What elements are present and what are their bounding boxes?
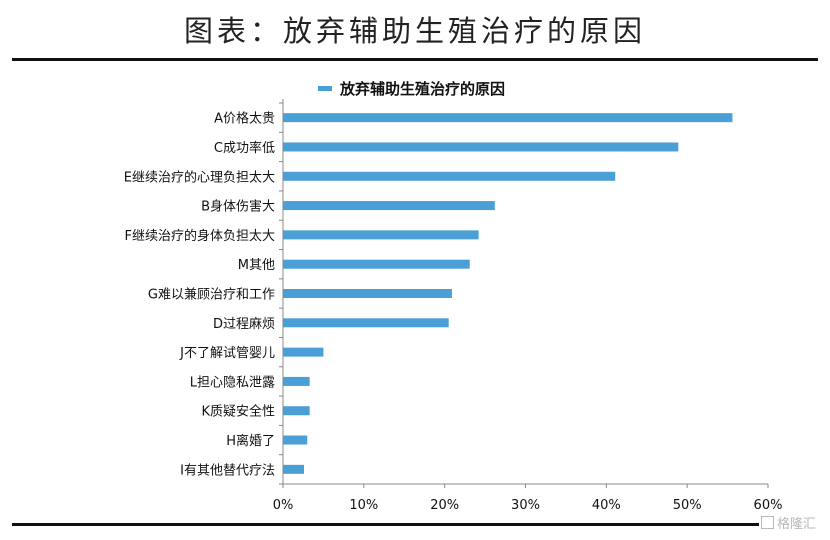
legend: 放弃辅助生殖治疗的原因 <box>318 80 505 98</box>
category-label-9: L担心隐私泄露 <box>190 375 275 390</box>
bottom-rule <box>12 523 818 526</box>
x-tick-label-6: 60% <box>754 498 783 513</box>
watermark-logo-icon <box>760 516 774 529</box>
bar-5 <box>283 259 470 269</box>
category-label-11: H离婚了 <box>226 433 275 449</box>
bar-8 <box>283 347 324 357</box>
bar-10 <box>283 406 310 416</box>
category-label-1: C成功率低 <box>214 140 275 156</box>
chart-title: 图表：放弃辅助生殖治疗的原因 <box>183 14 646 48</box>
top-rule <box>12 58 818 61</box>
legend-swatch <box>318 86 332 91</box>
bar-6 <box>283 289 452 298</box>
bar-2 <box>283 171 616 181</box>
bar-1 <box>283 142 679 152</box>
watermark-text: 格隆汇 <box>776 517 816 532</box>
bar-7 <box>283 318 449 328</box>
bar-12 <box>283 464 305 474</box>
category-label-3: B身体伤害大 <box>201 199 275 215</box>
watermark: 格隆汇 <box>758 513 818 532</box>
category-label-12: I有其他替代疗法 <box>180 463 275 478</box>
category-label-6: G难以兼顾治疗和工作 <box>148 288 275 303</box>
category-label-4: F继续治疗的身体负担太大 <box>125 228 275 244</box>
bar-4 <box>283 230 479 240</box>
category-label-5: M其他 <box>238 258 275 273</box>
category-label-8: J不了解试管婴儿 <box>179 346 275 361</box>
x-tick-label-1: 10% <box>349 498 378 513</box>
category-label-7: D过程麻烦 <box>213 317 275 332</box>
x-tick-label-5: 50% <box>673 498 702 513</box>
bar-11 <box>283 435 308 445</box>
x-tick-label-4: 40% <box>592 498 621 513</box>
bar-0 <box>283 113 733 123</box>
legend-label: 放弃辅助生殖治疗的原因 <box>339 80 505 98</box>
bars <box>283 113 733 474</box>
category-label-10: K质疑安全性 <box>201 404 275 420</box>
bar-9 <box>283 376 310 386</box>
x-tick-label-3: 30% <box>511 498 540 513</box>
x-tick-label-2: 20% <box>430 498 459 513</box>
axes: 0% 10% 20% 30% 40% 50% 60% <box>273 99 783 513</box>
category-labels: A价格太贵 C成功率低 E继续治疗的心理负担太大 B身体伤害大 F继续治疗的身体负担太大… <box>124 111 275 479</box>
category-label-0: A价格太贵 <box>214 111 275 127</box>
category-label-2: E继续治疗的心理负担太大 <box>124 169 275 185</box>
x-tick-label-0: 0% <box>273 498 294 513</box>
bar-3 <box>283 201 495 211</box>
